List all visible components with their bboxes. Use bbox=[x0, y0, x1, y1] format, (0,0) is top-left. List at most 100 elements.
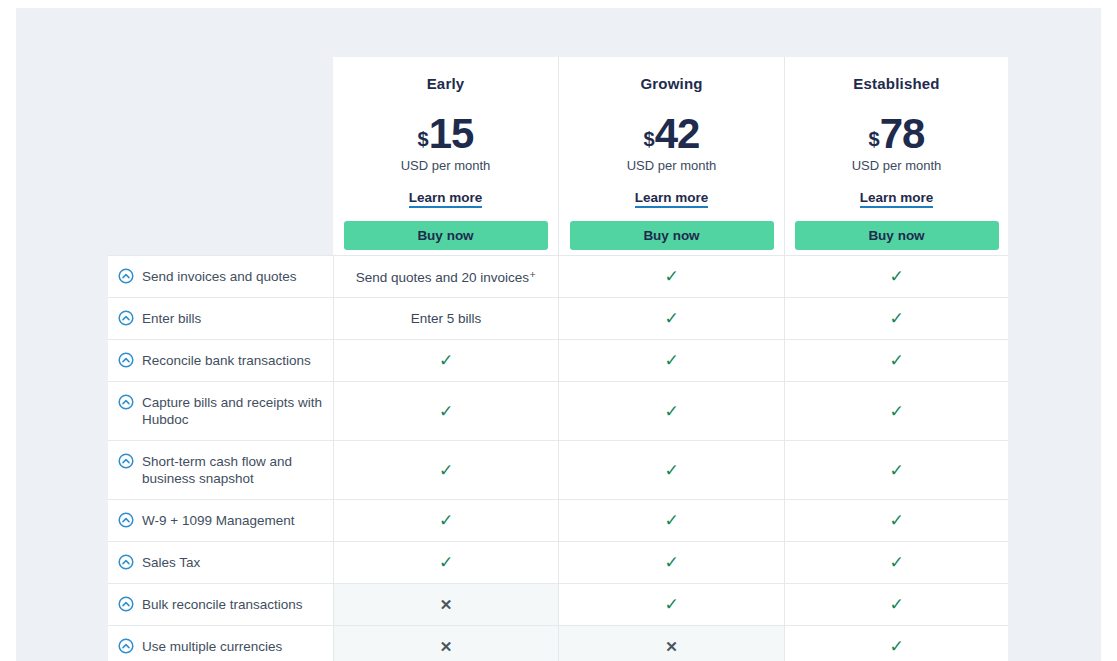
plan-price: $15 bbox=[333, 113, 558, 155]
plan-value-cell: ✓ bbox=[333, 542, 558, 583]
table-row: Send invoices and quotes Send quotes and … bbox=[108, 255, 1008, 297]
feature-label: Bulk reconcile transactions bbox=[142, 596, 303, 613]
plan-value-cell: ✓ bbox=[333, 500, 558, 541]
table-row: Use multiple currencies ✕ ✕ ✓ bbox=[108, 625, 1008, 661]
feature-label: Send invoices and quotes bbox=[142, 268, 297, 285]
plan-value-cell: ✓ bbox=[558, 256, 784, 297]
feature-label-cell: Reconcile bank transactions bbox=[108, 340, 333, 381]
check-icon: ✓ bbox=[889, 352, 903, 369]
plan-value-cell: ✓ bbox=[333, 340, 558, 381]
table-row: W-9 + 1099 Management ✓ ✓ ✓ bbox=[108, 499, 1008, 541]
check-icon: ✓ bbox=[664, 462, 678, 479]
check-icon: ✓ bbox=[439, 554, 453, 571]
check-icon: ✓ bbox=[889, 638, 903, 655]
plan-value-cell: ✓ bbox=[333, 441, 558, 499]
plan-column-growing: Growing $42 USD per month Learn more Buy… bbox=[558, 57, 784, 255]
feature-label-cell: W-9 + 1099 Management bbox=[108, 500, 333, 541]
check-icon: ✓ bbox=[889, 596, 903, 613]
chevron-up-circle-icon[interactable] bbox=[118, 554, 134, 570]
check-icon: ✓ bbox=[664, 554, 678, 571]
plan-value-text: Send quotes and 20 invoices⁺ bbox=[356, 269, 537, 285]
buy-now-button[interactable]: Buy now bbox=[570, 221, 774, 250]
plan-value-cell: Enter 5 bills bbox=[333, 298, 558, 339]
features-rows: Send invoices and quotes Send quotes and … bbox=[108, 255, 1008, 661]
plan-price: $42 bbox=[559, 113, 784, 155]
plan-value-cell: ✓ bbox=[784, 441, 1008, 499]
feature-label: W-9 + 1099 Management bbox=[142, 512, 294, 529]
chevron-up-circle-icon[interactable] bbox=[118, 352, 134, 368]
chevron-up-circle-icon[interactable] bbox=[118, 268, 134, 284]
check-icon: ✓ bbox=[439, 403, 453, 420]
plan-value-cell: ✓ bbox=[333, 382, 558, 440]
plan-value-cell: ✓ bbox=[558, 542, 784, 583]
currency-symbol: $ bbox=[418, 128, 429, 151]
plan-value-cell: ✓ bbox=[558, 382, 784, 440]
plan-column-established: Established $78 USD per month Learn more… bbox=[784, 57, 1008, 255]
chevron-up-circle-icon[interactable] bbox=[118, 394, 134, 410]
learn-more-link[interactable]: Learn more bbox=[860, 190, 934, 208]
check-icon: ✓ bbox=[889, 403, 903, 420]
learn-more-link[interactable]: Learn more bbox=[635, 190, 709, 208]
check-icon: ✓ bbox=[889, 462, 903, 479]
table-row: Reconcile bank transactions✓✓✓ bbox=[108, 339, 1008, 381]
plan-value-cell: ✓ bbox=[558, 298, 784, 339]
plan-value-cell: ✓ bbox=[558, 500, 784, 541]
plan-value-text: Enter 5 bills bbox=[411, 311, 482, 326]
cross-icon: ✕ bbox=[440, 639, 453, 654]
buy-now-button[interactable]: Buy now bbox=[344, 221, 548, 250]
price-amount: 42 bbox=[655, 110, 700, 157]
cross-icon: ✕ bbox=[665, 639, 678, 654]
check-icon: ✓ bbox=[439, 512, 453, 529]
check-icon: ✓ bbox=[889, 310, 903, 327]
learn-more-link[interactable]: Learn more bbox=[409, 190, 483, 208]
price-period: USD per month bbox=[559, 158, 784, 173]
check-icon: ✓ bbox=[664, 596, 678, 613]
feature-label: Use multiple currencies bbox=[142, 638, 282, 655]
price-amount: 78 bbox=[880, 110, 925, 157]
feature-label-cell: Bulk reconcile transactions bbox=[108, 584, 333, 625]
price-period: USD per month bbox=[785, 158, 1008, 173]
feature-label: Enter bills bbox=[142, 310, 201, 327]
feature-label-cell: Send invoices and quotes bbox=[108, 256, 333, 297]
pricing-table: Early $15 USD per month Learn more Buy n… bbox=[108, 57, 1008, 661]
plan-value-cell: ✓ bbox=[784, 500, 1008, 541]
chevron-up-circle-icon[interactable] bbox=[118, 596, 134, 612]
plan-value-cell: ✓ bbox=[784, 626, 1008, 661]
plan-value-cell: ✓ bbox=[784, 542, 1008, 583]
check-icon: ✓ bbox=[889, 512, 903, 529]
plan-value-cell: ✕ bbox=[333, 626, 558, 661]
feature-label-cell: Sales Tax bbox=[108, 542, 333, 583]
plan-value-cell: ✓ bbox=[784, 584, 1008, 625]
price-amount: 15 bbox=[429, 110, 474, 157]
plan-value-cell: ✓ bbox=[558, 441, 784, 499]
header-spacer bbox=[108, 57, 333, 255]
feature-label: Short-term cash flow and business snapsh… bbox=[142, 453, 327, 487]
buy-now-button[interactable]: Buy now bbox=[795, 221, 999, 250]
plan-value-cell: ✕ bbox=[558, 626, 784, 661]
currency-symbol: $ bbox=[869, 128, 880, 151]
plan-price: $78 bbox=[785, 113, 1008, 155]
plan-column-early: Early $15 USD per month Learn more Buy n… bbox=[333, 57, 558, 255]
chevron-up-circle-icon[interactable] bbox=[118, 638, 134, 654]
chevron-up-circle-icon[interactable] bbox=[118, 453, 134, 469]
check-icon: ✓ bbox=[439, 462, 453, 479]
check-icon: ✓ bbox=[664, 310, 678, 327]
price-period: USD per month bbox=[333, 158, 558, 173]
check-icon: ✓ bbox=[664, 512, 678, 529]
plan-name: Growing bbox=[559, 75, 784, 92]
table-row: Enter bills Enter 5 bills ✓ ✓ bbox=[108, 297, 1008, 339]
feature-label-cell: Short-term cash flow and business snapsh… bbox=[108, 441, 333, 499]
plan-value-cell: ✕ bbox=[333, 584, 558, 625]
feature-label-cell: Enter bills bbox=[108, 298, 333, 339]
check-icon: ✓ bbox=[664, 403, 678, 420]
check-icon: ✓ bbox=[889, 268, 903, 285]
feature-label: Sales Tax bbox=[142, 554, 200, 571]
chevron-up-circle-icon[interactable] bbox=[118, 310, 134, 326]
chevron-up-circle-icon[interactable] bbox=[118, 512, 134, 528]
plan-value-cell: ✓ bbox=[558, 340, 784, 381]
check-icon: ✓ bbox=[664, 268, 678, 285]
plan-value-cell: ✓ bbox=[784, 340, 1008, 381]
table-row: Bulk reconcile transactions ✕ ✓ ✓ bbox=[108, 583, 1008, 625]
plans-header-row: Early $15 USD per month Learn more Buy n… bbox=[108, 57, 1008, 255]
cross-icon: ✕ bbox=[440, 597, 453, 612]
